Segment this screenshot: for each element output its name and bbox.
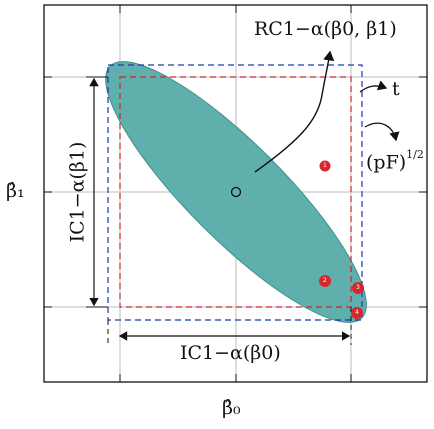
pf-arrow [364, 122, 400, 142]
red-dashed-box [119, 76, 352, 308]
y-axis-label: β̂₁ [6, 180, 25, 202]
pf-text: (pF) [366, 151, 407, 174]
point-label: 3 [356, 284, 360, 291]
t-label: t [392, 78, 400, 100]
pf-exponent: 1/2 [406, 148, 424, 161]
point-label: 2 [323, 277, 327, 284]
blue-dashed-box [107, 64, 363, 321]
rc-label: RC1−α(β0, β1) [254, 18, 397, 40]
rc-arrow [254, 50, 335, 173]
x-axis-label: β̂₀ [222, 397, 241, 419]
point-2 [319, 275, 331, 287]
red-points [319, 160, 364, 319]
tick-marks [44, 5, 427, 382]
ic-beta0-label: IC1−α(β0) [180, 342, 281, 364]
point-label: 4 [355, 309, 359, 316]
point-3 [352, 282, 364, 294]
pf-label: (pF)1/2 [366, 149, 424, 174]
point-4 [351, 307, 363, 319]
t-arrow [359, 80, 388, 93]
point-label: 1 [323, 162, 327, 169]
ic-beta1-label: IC1−α(β1) [66, 141, 89, 243]
confidence-ellipse [105, 61, 367, 323]
center-estimate-marker [230, 186, 242, 198]
point-1 [319, 160, 331, 172]
